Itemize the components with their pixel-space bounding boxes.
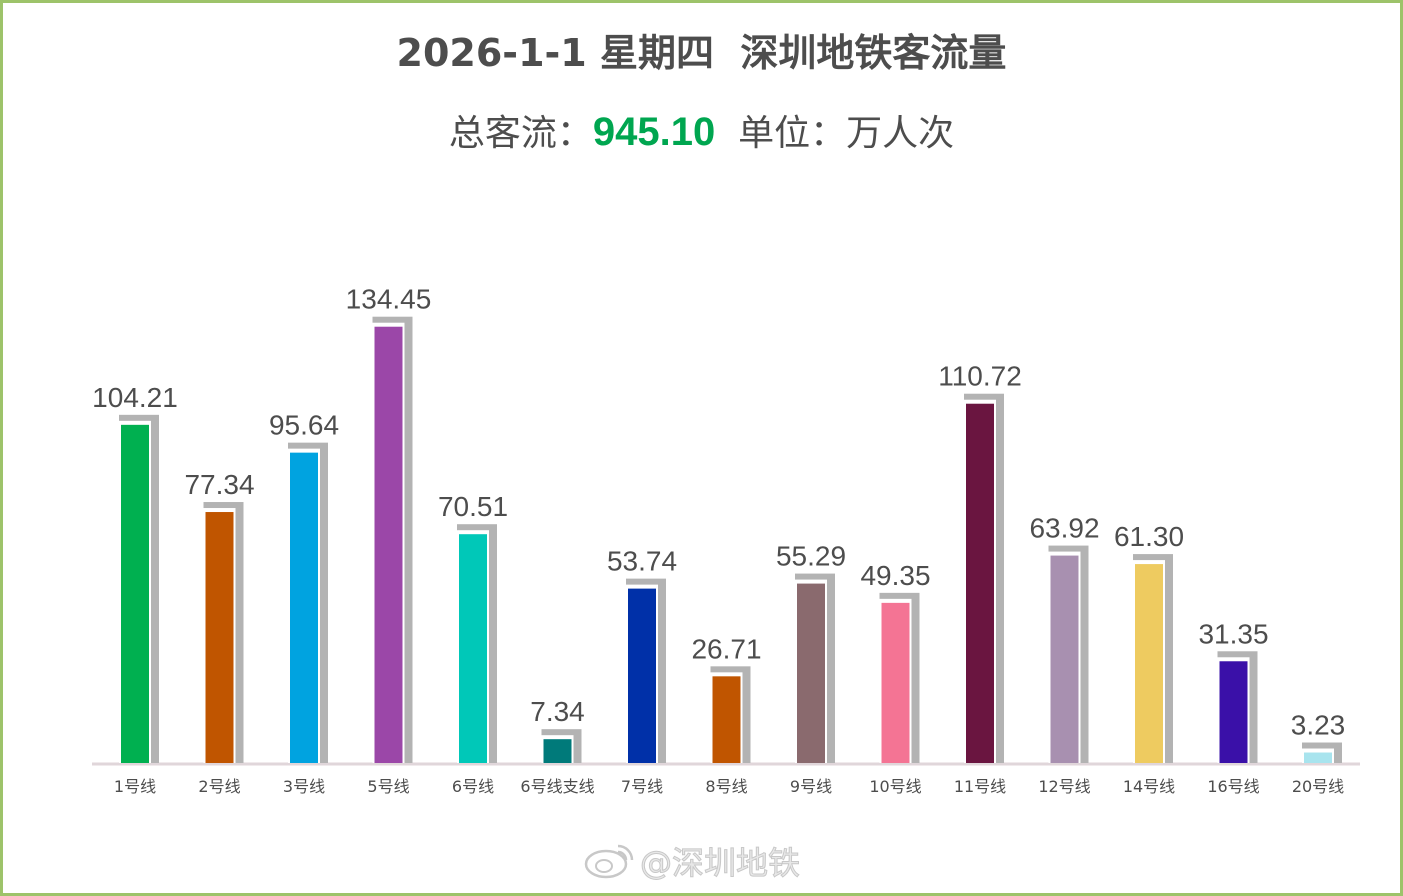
bar-group: 95.64 3号线 [269, 410, 339, 796]
bar-value-label: 53.74 [607, 546, 677, 577]
bar-group: 31.35 16号线 [1198, 618, 1268, 796]
bar [881, 602, 910, 763]
bar [290, 452, 318, 763]
bar [205, 512, 234, 763]
bar-group: 53.74 7号线 [607, 546, 677, 796]
bar-group: 104.21 1号线 [92, 382, 178, 796]
bar-group: 77.34 2号线 [184, 469, 254, 796]
bar [1219, 661, 1248, 763]
bar-group: 110.72 11号线 [938, 361, 1022, 796]
bar-group: 70.51 6号线 [438, 491, 508, 796]
bar-value-label: 110.72 [938, 361, 1022, 392]
bar-group: 7.34 6号线支线 [520, 696, 594, 796]
total-value: 945.10 [592, 110, 716, 154]
category-label: 8号线 [705, 777, 747, 796]
bar [712, 676, 741, 763]
bar [1050, 555, 1079, 763]
category-label: 2号线 [198, 777, 240, 796]
category-label: 5号线 [367, 777, 409, 796]
bar-value-label: 95.64 [269, 410, 339, 441]
watermark-text: @深圳地铁 [639, 844, 801, 883]
bar-value-label: 61.30 [1114, 521, 1184, 552]
bar-group: 3.23 20号线 [1291, 710, 1346, 796]
bar [1135, 564, 1163, 763]
watermark: @深圳地铁 [586, 838, 800, 884]
bar [966, 403, 994, 763]
bar-group: 134.45 5号线 [346, 284, 432, 796]
total-label: 总客流： [448, 113, 593, 154]
bar-value-label: 104.21 [92, 382, 178, 413]
bar-group: 26.71 8号线 [691, 633, 761, 796]
category-label: 16号线 [1207, 777, 1259, 796]
bar-value-label: 49.35 [860, 560, 930, 591]
bar-value-label: 55.29 [776, 541, 846, 572]
bar [459, 534, 487, 763]
bar [121, 424, 149, 763]
category-label: 6号线 [452, 777, 494, 796]
category-label: 11号线 [954, 777, 1006, 796]
bar [628, 588, 656, 763]
bar-value-label: 134.45 [346, 284, 432, 315]
bar-value-label: 70.51 [438, 491, 508, 522]
category-label: 12号线 [1038, 777, 1090, 796]
bar-value-label: 26.71 [691, 633, 761, 664]
weibo-icon [584, 844, 634, 879]
bar-value-label: 77.34 [184, 469, 254, 500]
bar [1304, 752, 1332, 763]
chart-title: 2026-1-1 星期四 深圳地铁客流量 [396, 31, 1007, 75]
bar-value-label: 31.35 [1198, 618, 1268, 649]
category-label: 14号线 [1123, 777, 1175, 796]
unit-label-text: 单位：万人次 [738, 113, 955, 154]
bar-group: 55.29 9号线 [776, 541, 846, 796]
bar [797, 583, 825, 763]
category-label: 20号线 [1292, 777, 1344, 796]
bar-group: 61.30 14号线 [1114, 521, 1184, 796]
category-label: 7号线 [621, 777, 663, 796]
bar [543, 739, 572, 763]
category-label: 1号线 [114, 777, 156, 796]
bar-value-label: 7.34 [530, 696, 585, 727]
category-label: 6号线支线 [520, 777, 594, 796]
bar-value-label: 3.23 [1291, 710, 1346, 741]
bar-value-label: 63.92 [1029, 513, 1099, 544]
category-label: 10号线 [869, 777, 921, 796]
category-label: 3号线 [283, 777, 325, 796]
subtitle: 总客流：945.10 单位：万人次 [0, 104, 1403, 156]
category-label: 9号线 [790, 777, 832, 796]
bar-group: 63.92 12号线 [1029, 513, 1099, 796]
bar [374, 326, 403, 763]
bar-group: 49.35 10号线 [860, 560, 930, 796]
